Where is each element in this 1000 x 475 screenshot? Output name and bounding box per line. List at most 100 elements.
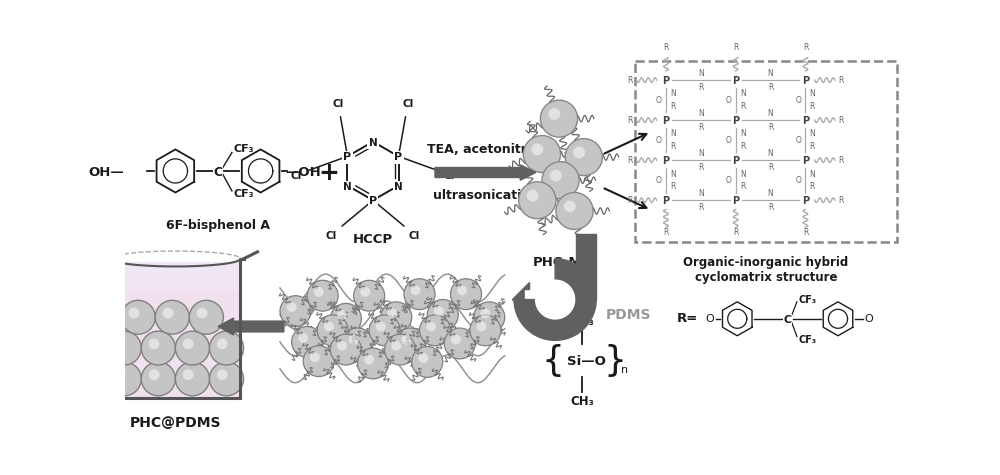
Circle shape bbox=[354, 280, 385, 311]
Text: HCCP: HCCP bbox=[353, 233, 393, 246]
Text: P: P bbox=[802, 116, 809, 126]
Circle shape bbox=[303, 346, 334, 377]
Text: Cl: Cl bbox=[332, 99, 344, 109]
Circle shape bbox=[420, 315, 450, 346]
Text: R: R bbox=[768, 203, 773, 212]
Text: P: P bbox=[732, 196, 739, 206]
Text: Cl: Cl bbox=[402, 99, 414, 109]
Text: P: P bbox=[732, 156, 739, 166]
Circle shape bbox=[474, 302, 505, 332]
Text: C: C bbox=[784, 314, 792, 324]
Circle shape bbox=[314, 287, 324, 297]
Text: Cl: Cl bbox=[326, 231, 337, 241]
Text: N: N bbox=[670, 130, 676, 139]
Circle shape bbox=[531, 143, 543, 155]
Text: CH₃: CH₃ bbox=[570, 395, 594, 408]
Text: N: N bbox=[810, 130, 815, 139]
Text: +: + bbox=[318, 161, 339, 184]
Circle shape bbox=[197, 308, 208, 318]
Text: N: N bbox=[768, 149, 773, 158]
Circle shape bbox=[573, 147, 585, 158]
Text: O: O bbox=[656, 136, 662, 145]
Text: R: R bbox=[733, 228, 738, 237]
Circle shape bbox=[307, 280, 338, 311]
Circle shape bbox=[477, 322, 486, 332]
Circle shape bbox=[317, 315, 348, 346]
Text: }: } bbox=[603, 344, 626, 378]
Text: N: N bbox=[740, 130, 746, 139]
Circle shape bbox=[364, 355, 374, 364]
Text: Si—O: Si—O bbox=[567, 355, 606, 368]
Text: R: R bbox=[698, 83, 704, 92]
Circle shape bbox=[141, 362, 175, 396]
Circle shape bbox=[564, 200, 576, 212]
Circle shape bbox=[391, 341, 401, 351]
Circle shape bbox=[155, 300, 189, 334]
Text: R=: R= bbox=[677, 312, 698, 325]
Text: N: N bbox=[670, 89, 676, 98]
Polygon shape bbox=[514, 259, 596, 341]
Text: R: R bbox=[810, 182, 815, 191]
Circle shape bbox=[280, 296, 311, 326]
Text: R: R bbox=[740, 142, 745, 151]
Text: P: P bbox=[732, 76, 739, 86]
Circle shape bbox=[387, 308, 397, 318]
Circle shape bbox=[527, 190, 539, 201]
Circle shape bbox=[457, 285, 467, 295]
Text: R: R bbox=[838, 156, 844, 165]
Circle shape bbox=[121, 300, 155, 334]
Text: N: N bbox=[810, 89, 815, 98]
Circle shape bbox=[434, 306, 444, 316]
Text: CF₃: CF₃ bbox=[798, 294, 817, 304]
Circle shape bbox=[337, 310, 347, 320]
Text: CF₃: CF₃ bbox=[798, 334, 817, 344]
Circle shape bbox=[287, 302, 297, 312]
Text: —OH: —OH bbox=[285, 166, 321, 179]
Text: R: R bbox=[628, 115, 633, 124]
Text: P: P bbox=[802, 76, 809, 86]
Text: OH—: OH— bbox=[88, 166, 124, 179]
Text: N: N bbox=[698, 109, 704, 118]
Text: n: n bbox=[621, 365, 628, 375]
Text: R: R bbox=[670, 182, 676, 191]
Circle shape bbox=[115, 338, 125, 349]
Circle shape bbox=[107, 331, 141, 365]
Text: O: O bbox=[796, 136, 801, 145]
Circle shape bbox=[470, 315, 501, 346]
Text: N: N bbox=[698, 69, 704, 78]
Bar bbox=[576, 234, 596, 300]
FancyArrow shape bbox=[512, 283, 530, 316]
Bar bbox=[635, 61, 897, 242]
Circle shape bbox=[444, 328, 475, 359]
Circle shape bbox=[540, 100, 578, 137]
Text: O: O bbox=[726, 136, 732, 145]
Circle shape bbox=[163, 308, 173, 318]
Text: P: P bbox=[662, 76, 670, 86]
Circle shape bbox=[292, 326, 323, 357]
Circle shape bbox=[404, 279, 435, 310]
Text: P: P bbox=[369, 196, 377, 206]
Text: N: N bbox=[698, 189, 704, 198]
FancyArrow shape bbox=[218, 318, 284, 335]
Circle shape bbox=[330, 334, 361, 365]
Text: CF₃: CF₃ bbox=[234, 144, 254, 154]
Circle shape bbox=[189, 300, 223, 334]
Text: P: P bbox=[802, 156, 809, 166]
Text: R: R bbox=[768, 162, 773, 171]
Circle shape bbox=[548, 108, 560, 120]
Text: N: N bbox=[698, 149, 704, 158]
Circle shape bbox=[217, 338, 228, 349]
Text: N: N bbox=[394, 182, 403, 192]
Circle shape bbox=[369, 315, 400, 346]
Text: R: R bbox=[740, 182, 745, 191]
Text: R: R bbox=[810, 142, 815, 151]
Text: PHC@PDMS: PHC@PDMS bbox=[130, 416, 221, 430]
Circle shape bbox=[183, 369, 194, 380]
Text: O: O bbox=[656, 95, 662, 104]
Circle shape bbox=[149, 369, 160, 380]
Circle shape bbox=[175, 362, 209, 396]
Text: P: P bbox=[662, 156, 670, 166]
Circle shape bbox=[418, 353, 428, 363]
Circle shape bbox=[565, 139, 602, 176]
Circle shape bbox=[298, 333, 308, 343]
